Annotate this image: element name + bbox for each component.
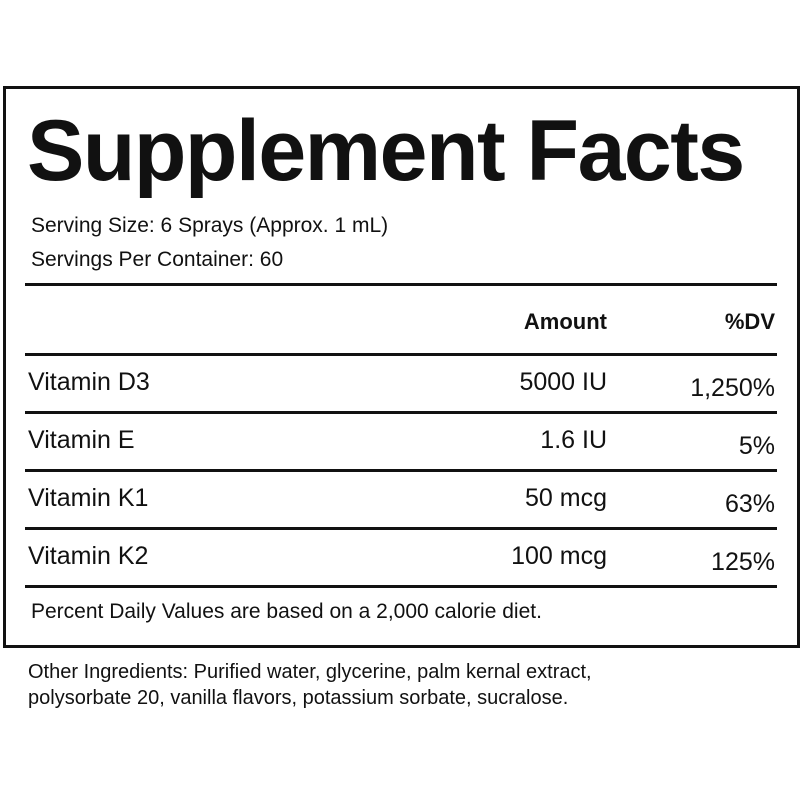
table-row: Vitamin K2 100 mcg 125% [6,530,797,586]
daily-value-footnote: Percent Daily Values are based on a 2,00… [31,600,542,623]
divider [25,283,777,286]
nutrient-dv: 5% [738,432,775,460]
nutrient-amount: 50 mcg [525,484,607,512]
table-row: Vitamin K1 50 mcg 63% [6,472,797,528]
nutrient-amount: 100 mcg [511,542,607,570]
supplement-facts-panel: Supplement Facts Serving Size: 6 Sprays … [3,86,800,648]
table-row: Vitamin D3 5000 IU 1,250% [6,356,797,412]
panel-title: Supplement Facts [27,103,745,199]
divider [25,527,777,530]
table-row: Vitamin E 1.6 IU 5% [6,414,797,470]
nutrient-name: Vitamin K2 [28,542,149,570]
servings-per-container: Servings Per Container: 60 [31,248,284,271]
nutrient-amount: 5000 IU [519,368,607,396]
nutrient-name: Vitamin E [28,426,135,454]
nutrient-dv: 63% [724,490,775,518]
column-header-dv: %DV [724,309,775,334]
divider [25,411,777,414]
other-ingredients: Other Ingredients: Purified water, glyce… [28,659,788,711]
divider [25,469,777,472]
serving-size: Serving Size: 6 Sprays (Approx. 1 mL) [31,214,389,237]
ingredients-line: Other Ingredients: Purified water, glyce… [28,661,592,683]
nutrient-name: Vitamin K1 [28,484,149,512]
nutrient-dv: 125% [711,548,775,576]
ingredients-line: polysorbate 20, vanilla flavors, potassi… [28,687,569,709]
divider [25,353,777,356]
nutrient-dv: 1,250% [690,374,775,402]
column-header-amount: Amount [523,309,607,334]
divider [25,585,777,588]
nutrient-name: Vitamin D3 [28,368,150,396]
nutrient-amount: 1.6 IU [540,426,607,454]
